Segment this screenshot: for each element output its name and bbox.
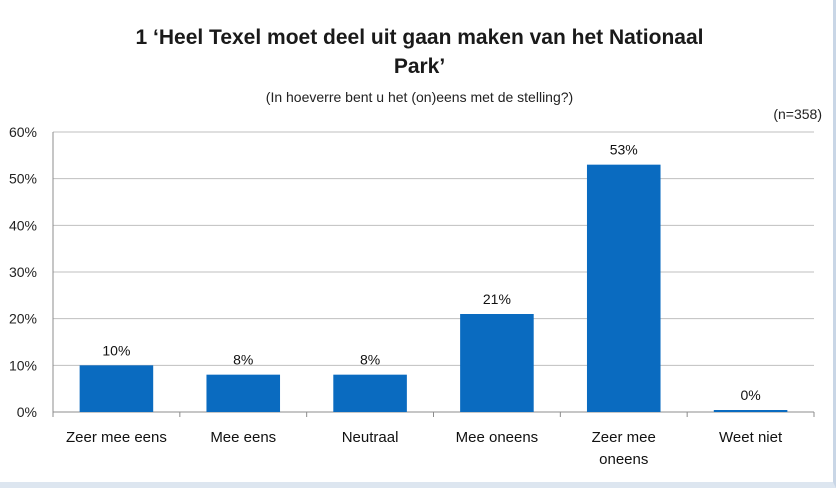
category-label: Mee eens: [210, 429, 276, 446]
y-tick-label: 30%: [9, 264, 37, 280]
data-label: 53%: [610, 142, 638, 158]
data-label: 8%: [233, 352, 253, 368]
category-label: Neutraal: [342, 429, 399, 446]
category-label: Zeer mee: [592, 429, 656, 446]
y-tick-label: 60%: [9, 124, 37, 140]
y-tick-label: 10%: [9, 357, 37, 373]
bar: [206, 374, 281, 412]
data-label: 21%: [483, 291, 511, 307]
data-label: 0%: [740, 387, 760, 403]
bar: [713, 410, 788, 412]
chart-subtitle: (In hoeverre bent u het (on)eens met de …: [265, 89, 574, 105]
bar: [460, 314, 534, 412]
category-label: Zeer mee eens: [66, 429, 167, 446]
bar: [79, 365, 154, 412]
data-label: 8%: [360, 352, 380, 368]
y-tick-label: 20%: [9, 311, 37, 327]
y-tick-label: 40%: [9, 217, 37, 233]
sample-size-label: (n=358): [773, 106, 822, 122]
bar: [333, 374, 407, 412]
category-label: Mee oneens: [456, 429, 539, 446]
data-label: 10%: [102, 342, 130, 358]
y-tick-label: 50%: [9, 171, 37, 187]
bar: [586, 164, 661, 412]
chart-title-line-1: 1 ‘Heel Texel moet deel uit gaan maken v…: [135, 26, 704, 49]
y-tick-label: 0%: [17, 404, 37, 420]
category-label: Weet niet: [719, 429, 783, 446]
chart-title-line-2: Park’: [393, 55, 446, 78]
category-label: oneens: [599, 451, 648, 468]
